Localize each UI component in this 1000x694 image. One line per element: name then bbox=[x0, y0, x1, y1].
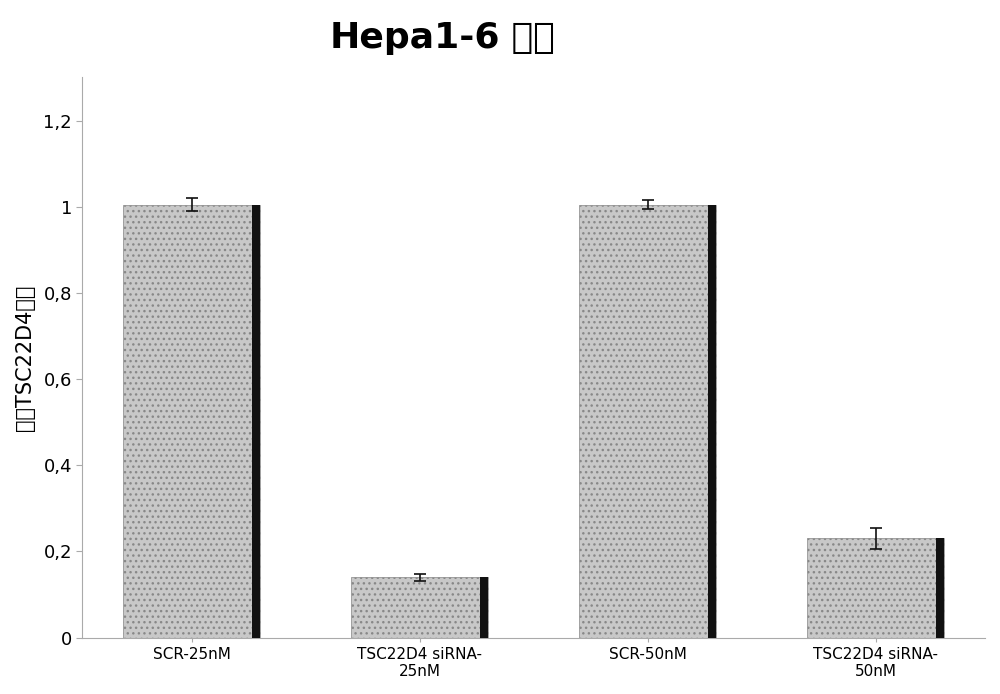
Bar bbox=[807, 539, 944, 638]
Bar bbox=[936, 539, 944, 638]
Bar bbox=[708, 205, 716, 638]
Bar bbox=[351, 577, 488, 638]
Bar bbox=[252, 205, 260, 638]
Bar bbox=[123, 205, 260, 638]
Bar bbox=[480, 577, 488, 638]
Bar bbox=[579, 205, 716, 638]
Y-axis label: 相对TSC22D4表达: 相对TSC22D4表达 bbox=[15, 285, 35, 431]
Text: Hepa1-6: Hepa1-6 bbox=[330, 22, 500, 55]
Text: 小鼠: 小鼠 bbox=[500, 22, 555, 55]
